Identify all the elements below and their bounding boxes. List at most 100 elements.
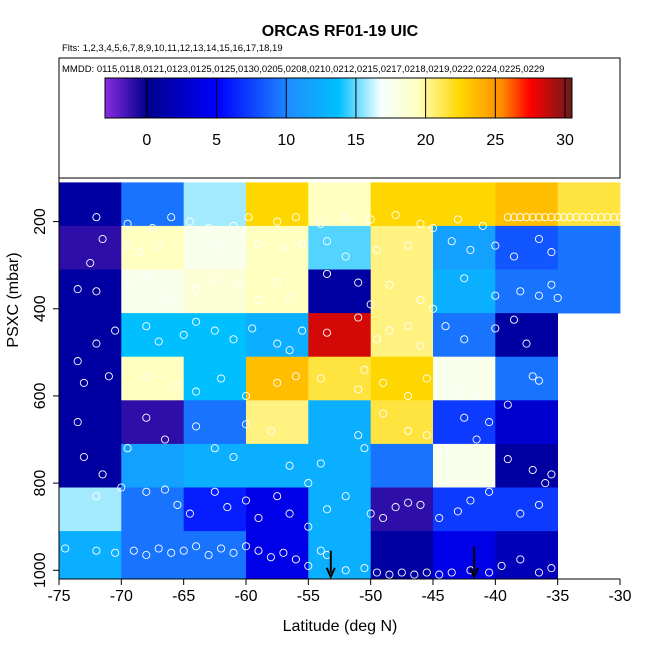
data-point (503, 455, 512, 464)
heatmap-cell (121, 269, 184, 314)
data-point (142, 413, 151, 422)
colorbar-tick-label: 15 (347, 132, 365, 149)
heatmap-cell (370, 269, 434, 314)
data-point (341, 252, 350, 261)
data-point (79, 378, 88, 387)
data-point (204, 224, 213, 233)
data-point (516, 555, 525, 564)
data-point (516, 213, 525, 222)
dates-label: MMDD: 0115,0118,0121,0123,0125,0125,0130… (62, 64, 544, 75)
data-point (273, 378, 282, 387)
data-point (322, 505, 332, 514)
data-point (298, 326, 307, 335)
data-point (447, 237, 456, 246)
heatmap-cell (246, 443, 309, 488)
x-tick-label: -65 (172, 588, 195, 605)
colorbar-tick-label: 5 (212, 132, 221, 149)
data-point (354, 313, 363, 322)
data-point (435, 570, 444, 579)
colorbar-tick-label: 20 (417, 132, 435, 149)
arrow-head (469, 567, 480, 580)
heatmap-cell (308, 182, 371, 227)
data-point (491, 324, 500, 333)
data-point (615, 213, 625, 222)
data-point (142, 322, 151, 331)
heatmap-cell (121, 531, 184, 580)
heatmap-cell (121, 182, 184, 227)
data-point (416, 219, 425, 228)
data-point (192, 387, 201, 396)
heatmap-cell (183, 269, 247, 314)
data-point (422, 431, 431, 440)
data-point (528, 372, 537, 381)
x-tick-label: -75 (47, 588, 70, 605)
data-point (478, 221, 487, 230)
data-point (485, 568, 494, 577)
data-point (142, 372, 151, 381)
heatmap-cell (246, 182, 309, 227)
data-point (192, 317, 201, 326)
data-point (322, 269, 332, 278)
y-axis-ticks: 200 400 600 800 1000 (32, 208, 59, 588)
data-point (404, 426, 413, 435)
data-point (522, 213, 531, 222)
colorbar (104, 77, 573, 119)
heatmap-cell (183, 487, 247, 532)
data-point (241, 391, 251, 400)
data-point (266, 426, 275, 435)
heatmap-cell (121, 313, 184, 358)
data-point (547, 213, 556, 222)
data-point (428, 304, 438, 313)
data-point (266, 553, 275, 562)
data-point (553, 293, 562, 302)
data-point (210, 274, 219, 283)
heatmap-cell (246, 356, 309, 401)
heatmap-cell (246, 225, 309, 270)
data-point (385, 570, 394, 579)
data-point (167, 213, 176, 222)
data-point (509, 213, 519, 222)
heatmap-cell (183, 443, 247, 488)
data-point (248, 324, 257, 333)
data-point (192, 285, 201, 294)
data-point (497, 561, 506, 570)
data-point (210, 487, 219, 496)
y-tick-label: 800 (32, 470, 49, 497)
data-point (291, 372, 300, 381)
data-point (298, 239, 307, 248)
data-point (117, 483, 126, 492)
data-point (98, 234, 107, 244)
data-point (453, 507, 462, 516)
heatmap-cell (370, 182, 434, 227)
data-point (223, 503, 232, 512)
heatmap-cell (495, 356, 558, 401)
heatmap-cell (246, 531, 309, 580)
data-point (167, 548, 176, 557)
data-point (553, 213, 562, 222)
data-point (179, 330, 188, 339)
heatmap-cell (370, 487, 434, 532)
x-tick-label: -70 (110, 588, 133, 605)
data-point (385, 280, 394, 289)
data-point (291, 213, 300, 222)
heatmap-cell (59, 313, 122, 358)
data-point (254, 513, 263, 523)
x-tick-label: -30 (608, 588, 631, 605)
data-point (428, 224, 438, 233)
data-point (397, 568, 406, 577)
data-point (192, 542, 201, 551)
data-point (410, 570, 419, 579)
data-point (422, 374, 431, 383)
data-point (185, 509, 194, 518)
data-point (316, 546, 325, 555)
data-point (584, 213, 593, 222)
colorbar-box: MMDD: 0115,0118,0121,0123,0125,0125,0130… (58, 57, 621, 179)
data-point (379, 409, 388, 418)
flight-points (61, 210, 625, 579)
data-point (304, 479, 313, 488)
heatmap-cell (308, 269, 371, 314)
heatmap-cell (246, 313, 309, 358)
data-point (472, 391, 481, 400)
data-point (366, 215, 375, 224)
data-point (503, 400, 512, 409)
